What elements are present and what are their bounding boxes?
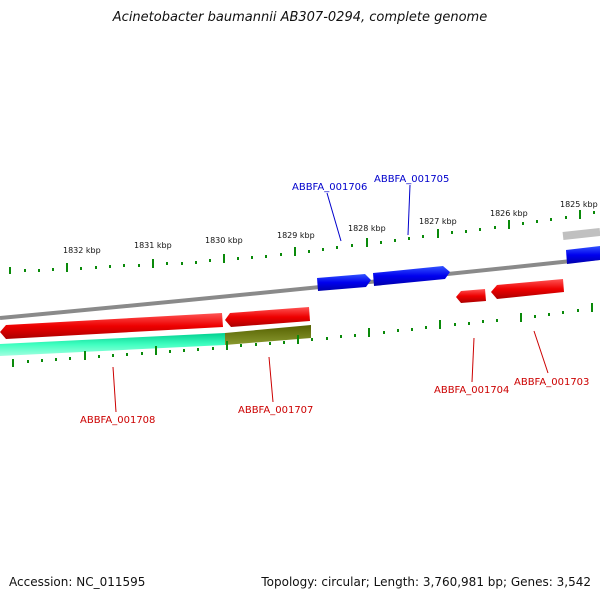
scale-label-1827: 1827 kbp: [419, 217, 457, 226]
gene-label-001706[interactable]: ABBFA_001706: [292, 182, 367, 193]
scale-label-1830: 1830 kbp: [205, 236, 243, 245]
callout-line-001704: [471, 337, 475, 383]
gc-backbone: [562, 228, 600, 240]
callout-line-001707: [268, 356, 274, 403]
gene-arrow-abbfa-001708[interactable]: [0, 313, 223, 339]
gc-content-band-low: [225, 325, 311, 345]
gene-callouts: [112, 184, 549, 413]
gc-content-band-high: [0, 333, 225, 356]
gene-label-001703[interactable]: ABBFA_001703: [514, 377, 589, 388]
gene-label-001705[interactable]: ABBFA_001705: [374, 174, 449, 185]
callout-line-001705: [407, 184, 411, 236]
scale-label-1826: 1826 kbp: [490, 209, 528, 218]
scale-labels: 1832 kbp 1831 kbp 1830 kbp 1829 kbp 1828…: [63, 200, 598, 255]
gene-label-001704[interactable]: ABBFA_001704: [434, 385, 509, 396]
gene-arrow-edge[interactable]: [566, 246, 600, 264]
scale-label-1831: 1831 kbp: [134, 241, 172, 250]
scale-label-1825: 1825 kbp: [560, 200, 598, 209]
gene-labels: ABBFA_001706 ABBFA_001705 ABBFA_001708 A…: [80, 174, 589, 426]
gene-arrow-abbfa-001707[interactable]: [225, 307, 310, 327]
gene-label-001707[interactable]: ABBFA_001707: [238, 405, 313, 416]
gene-arrow-abbfa-001706[interactable]: [317, 274, 371, 291]
accession-text: Accession: NC_011595: [9, 575, 146, 589]
gene-label-001708[interactable]: ABBFA_001708: [80, 415, 155, 426]
gene-arrow-abbfa-001705[interactable]: [373, 266, 450, 286]
callout-line-001703: [533, 330, 549, 374]
plus-strand-genes: [317, 246, 600, 291]
scale-label-1828: 1828 kbp: [348, 224, 386, 233]
callout-line-001708: [112, 366, 117, 413]
genome-backbone: [0, 256, 600, 320]
gene-arrow-abbfa-001704[interactable]: [456, 289, 486, 303]
minus-strand-genes: [0, 279, 564, 339]
scale-label-1829: 1829 kbp: [277, 231, 315, 240]
scale-ticks-outer: [9, 210, 595, 274]
scale-label-1832: 1832 kbp: [63, 246, 101, 255]
callout-line-001706: [326, 192, 342, 242]
map-title: Acinetobacter baumannii AB307-0294, comp…: [112, 10, 488, 25]
gene-arrow-abbfa-001703[interactable]: [491, 279, 564, 299]
genome-summary: Topology: circular; Length: 3,760,981 bp…: [261, 575, 591, 589]
scale-ticks-inner: [12, 303, 593, 367]
